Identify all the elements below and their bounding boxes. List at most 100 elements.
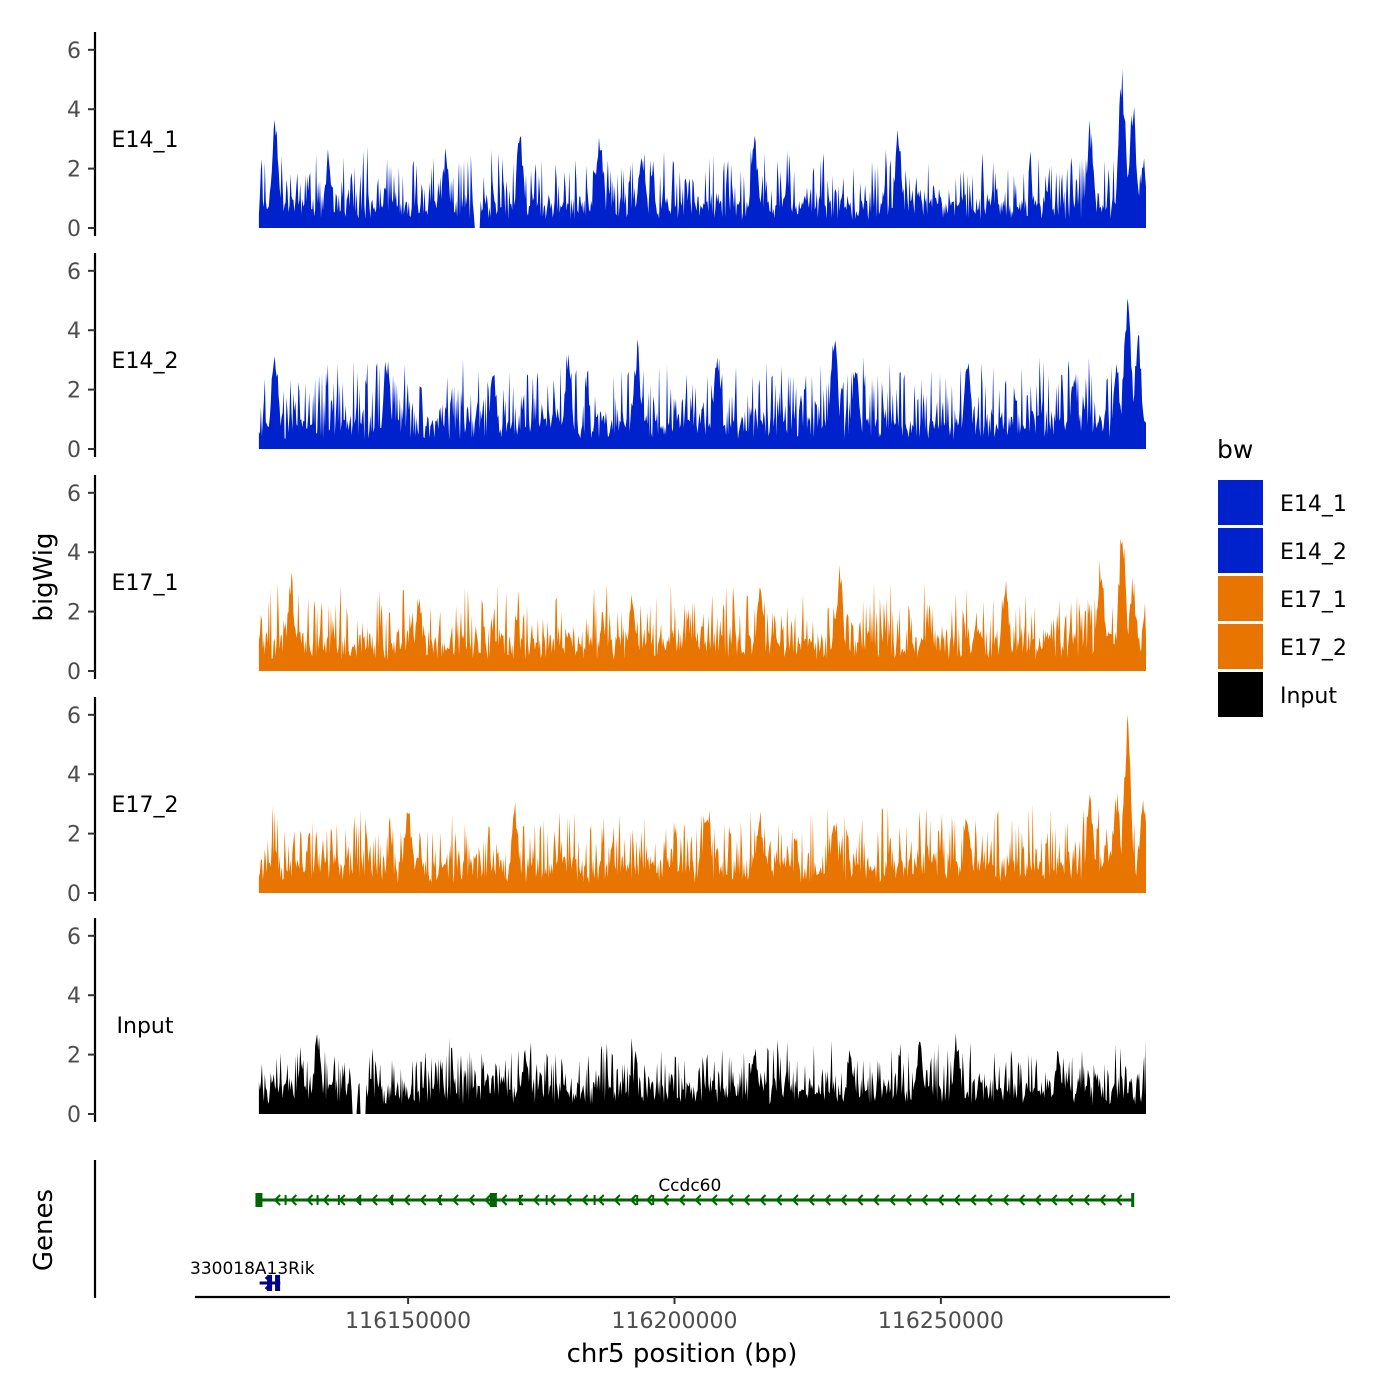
- y-tick-label: 4: [67, 98, 81, 123]
- strand-arrow: [840, 1194, 848, 1206]
- strand-arrow: [1098, 1194, 1107, 1206]
- gene-ccdc60: Ccdc60: [255, 1176, 1135, 1207]
- genes-track-title: Genes: [29, 1189, 59, 1271]
- y-tick-label: 2: [67, 823, 81, 848]
- legend-label: E17_1: [1280, 588, 1347, 613]
- coverage-area-e14-1: [258, 68, 1146, 228]
- exon: [391, 1195, 394, 1205]
- strand-arrow: [759, 1194, 767, 1206]
- exon: [267, 1275, 273, 1291]
- exon: [489, 1193, 497, 1207]
- x-axis-title: chr5 position (bp): [567, 1339, 798, 1369]
- gene-name-label: Ccdc60: [658, 1176, 721, 1196]
- y-axis-title: bigWig: [29, 532, 59, 621]
- legend-label: E17_2: [1280, 636, 1347, 661]
- legend-item-e17-1: E17_1: [1218, 576, 1347, 621]
- strand-arrow: [516, 1194, 524, 1206]
- strand-arrow: [1018, 1194, 1026, 1206]
- strand-arrow: [694, 1194, 702, 1206]
- strand-arrow: [403, 1194, 411, 1206]
- legend: bw E14_1 E14_2 E17_1 E17_2 Input: [1217, 435, 1347, 717]
- strand-arrow: [484, 1194, 492, 1206]
- y-tick-label: 2: [67, 601, 81, 626]
- coverage-area-e17-2: [258, 714, 1146, 893]
- y-tick-label: 2: [67, 158, 81, 183]
- x-axis: 116150000 116200000 116250000: [195, 1295, 1170, 1334]
- legend-item-input: Input: [1218, 672, 1337, 717]
- panel-e14-1: 0 2 4 6 E14_1: [67, 32, 1146, 242]
- y-tick-label: 0: [67, 660, 81, 685]
- legend-label: E14_2: [1280, 540, 1347, 565]
- track-label: E14_2: [112, 349, 179, 374]
- y-tick-label: 0: [67, 882, 81, 907]
- strand-arrow: [629, 1194, 637, 1206]
- strand-arrow: [823, 1194, 831, 1206]
- legend-items: E14_1 E14_2 E17_1 E17_2 Input: [1218, 480, 1347, 717]
- y-tick-label: 6: [67, 482, 81, 507]
- strand-arrow: [597, 1194, 605, 1206]
- y-tick-label: 4: [67, 984, 81, 1009]
- y-tick-label: 0: [67, 438, 81, 463]
- strand-arrow: [289, 1194, 298, 1206]
- strand-arrow: [581, 1194, 589, 1206]
- panel-input: 0 2 4 6 Input: [67, 918, 1146, 1128]
- legend-swatch: [1218, 672, 1263, 717]
- exon: [593, 1195, 596, 1205]
- strand-arrow: [775, 1194, 783, 1206]
- strand-arrow: [1001, 1194, 1009, 1206]
- coverage-area-e17-1: [258, 538, 1146, 671]
- track-label: Input: [117, 1014, 174, 1039]
- strand-arrow: [985, 1194, 993, 1206]
- strand-arrow: [322, 1194, 330, 1206]
- y-tick-label: 4: [67, 763, 81, 788]
- y-tick-label: 6: [67, 260, 81, 285]
- strand-arrow: [467, 1194, 475, 1206]
- strand-arrow: [613, 1194, 621, 1206]
- y-tick-label: 4: [67, 541, 81, 566]
- strand-arrow: [500, 1194, 508, 1206]
- strand-arrow: [920, 1194, 929, 1206]
- track-label: E17_1: [112, 571, 179, 596]
- strand-arrow: [1050, 1194, 1058, 1206]
- exon: [439, 1195, 442, 1205]
- coverage-panels: 0 2 4 6 E14_1 0 2 4 6 E14_2 0 2 4 6 E17_1 0 2 4 6 E17_2 0 2 4 6…: [67, 32, 1146, 1128]
- strand-arrow: [419, 1194, 427, 1206]
- strand-arrow: [726, 1194, 734, 1206]
- exon: [636, 1195, 639, 1205]
- legend-item-e14-2: E14_2: [1218, 528, 1347, 573]
- strand-arrow: [564, 1194, 573, 1206]
- exon: [519, 1195, 521, 1205]
- exon: [337, 1195, 340, 1205]
- strand-arrow: [872, 1194, 880, 1206]
- x-tick-label: 116150000: [345, 1309, 471, 1334]
- panel-e17-2: 0 2 4 6 E17_2: [67, 697, 1146, 907]
- y-tick-label: 4: [67, 319, 81, 344]
- exon: [284, 1195, 287, 1205]
- legend-label: Input: [1280, 684, 1337, 709]
- y-tick-label: 2: [67, 379, 81, 404]
- track-label: E14_1: [112, 128, 179, 153]
- exon: [359, 1195, 362, 1205]
- legend-swatch: [1218, 624, 1263, 669]
- exon: [652, 1195, 655, 1205]
- strand-arrow: [807, 1194, 815, 1206]
- y-tick-label: 6: [67, 925, 81, 950]
- strand-arrow: [1082, 1194, 1090, 1206]
- gene-name-label: 330018A13Rik: [190, 1259, 315, 1279]
- genes-panel: Ccdc60 330018A13Rik: [93, 1160, 1135, 1298]
- exon: [255, 1193, 263, 1207]
- legend-item-e14-1: E14_1: [1218, 480, 1347, 525]
- exon: [1131, 1193, 1135, 1207]
- strand-arrow: [1034, 1194, 1042, 1206]
- strand-arrow: [1066, 1194, 1074, 1206]
- strand-arrow: [306, 1194, 314, 1206]
- strand-arrow: [451, 1194, 459, 1206]
- panel-e14-2: 0 2 4 6 E14_2: [67, 253, 1146, 463]
- panel-e17-1: 0 2 4 6 E17_1: [67, 475, 1146, 685]
- legend-title: bw: [1217, 435, 1253, 464]
- strand-arrow: [710, 1194, 718, 1206]
- strand-arrow: [937, 1194, 945, 1206]
- y-tick-label: 6: [67, 39, 81, 64]
